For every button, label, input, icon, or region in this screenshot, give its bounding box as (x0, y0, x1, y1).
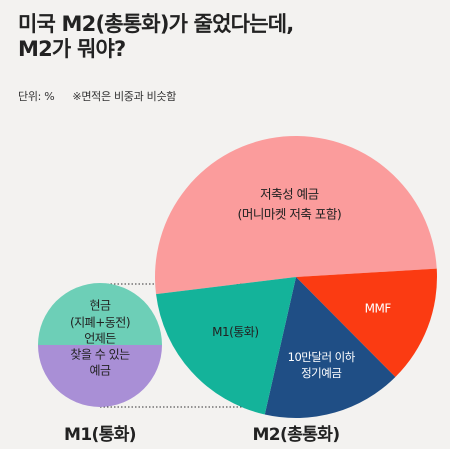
slice-label-line: (지폐+동전) (70, 316, 130, 330)
slice-label-line: 현금 (89, 299, 111, 313)
slice-label-line: 저축성 예금 (260, 186, 318, 201)
slice-label: MMF (365, 301, 392, 315)
chart-meta: 단위: % ※면적은 비중과 비슷함 (18, 88, 176, 104)
slice-label-line: 언제든 (84, 332, 116, 346)
title-line-1: 미국 M2(총통화)가 줄었다는데, (18, 12, 294, 36)
pie-slice (156, 277, 296, 415)
slice-label-line: 10만달러 이하 (288, 350, 356, 364)
pie-title: M1(통화) (64, 425, 136, 445)
slice-label: M1(통화) (212, 325, 258, 339)
pie-slice (38, 345, 162, 407)
pie-slice (38, 283, 162, 345)
slice-label: 현금 (지폐+동전) (70, 299, 130, 330)
slice-label-line: 찾을 수 있는 (70, 348, 130, 362)
slice-label-line: (머니마켓 저축 포함) (238, 206, 342, 221)
title-line-2: M2가 뭐야? (18, 37, 126, 62)
slice-label-line: 예금 (89, 364, 111, 378)
m2-pie (154, 135, 437, 419)
pie-slice (264, 277, 396, 419)
area-note: ※면적은 비중과 비슷함 (72, 90, 177, 103)
slice-label-line: M1(통화) (212, 325, 258, 339)
slice-label: 저축성 예금 (머니마켓 저축 포함) (238, 186, 342, 221)
pie-slice (154, 135, 437, 295)
unit-label: 단위: % (18, 90, 55, 103)
slice-label-line: 정기예금 (301, 366, 341, 380)
pie-slice (296, 268, 437, 378)
chart-title: 미국 M2(총통화)가 줄었다는데, M2가 뭐야? (18, 12, 438, 62)
m1-pie (38, 283, 162, 407)
pie-title: M2(총통화) (252, 425, 339, 445)
slice-label-line: MMF (365, 301, 392, 315)
